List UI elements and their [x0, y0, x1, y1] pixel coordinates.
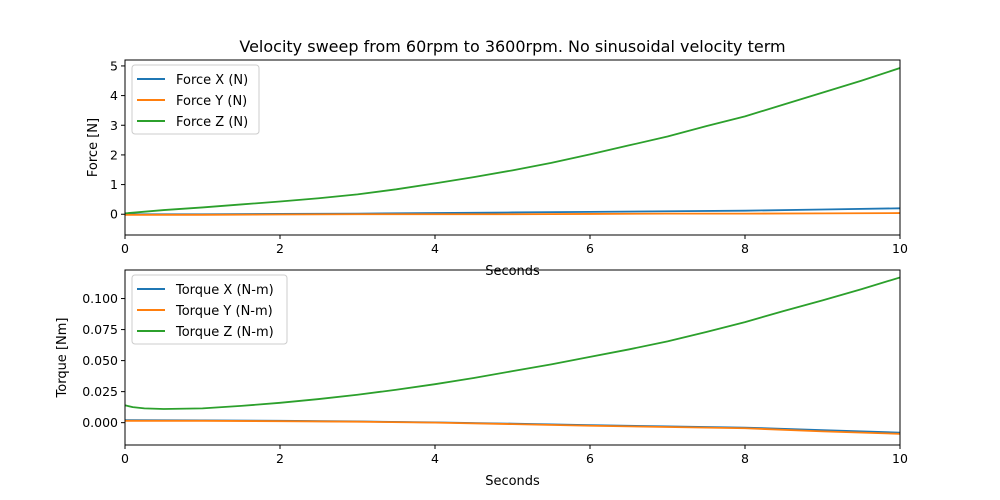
force-axes-frame	[124, 59, 901, 236]
torque-legend: Torque X (N-m) Torque Y (N-m) Torque Z (N-…	[131, 274, 288, 345]
torque-x-tick-label: 6	[586, 451, 594, 466]
force-legend-box	[131, 64, 260, 135]
force-subplot: 0 2 4 6 8 10 0 1 2 3 4 5 Seconds Force [N] Force X (N)…	[86, 58, 908, 279]
torque-y-tick-label: 0.050	[82, 353, 118, 368]
force-legend-label: Force Y (N)	[176, 94, 247, 109]
force-x-tick-label: 8	[741, 241, 749, 256]
torque-x-tick-label: 4	[431, 451, 439, 466]
torque-axes-frame	[124, 269, 901, 446]
torque-legend-label: Torque Z (N-m)	[175, 325, 274, 340]
torque-y-tick-label: 0.025	[82, 384, 118, 399]
torque-legend-box	[131, 274, 288, 345]
torque-y-axis-label: Torque [Nm]	[55, 318, 70, 399]
torque-x-tick-label: 0	[121, 451, 129, 466]
force-series-line-2	[125, 67, 900, 215]
force-y-tick-label: 5	[110, 58, 118, 73]
force-legend-label: Force X (N)	[176, 73, 248, 88]
force-y-tick-label: 4	[110, 88, 118, 103]
torque-series-line-1	[125, 419, 900, 435]
force-y-tick-label: 0	[110, 207, 118, 222]
force-x-tick-label: 4	[431, 241, 439, 256]
force-x-tick-label: 10	[892, 241, 908, 256]
force-y-tick-label: 2	[110, 147, 118, 162]
force-y-axis-label: Force [N]	[86, 118, 101, 177]
figure-title: Velocity sweep from 60rpm to 3600rpm. No…	[239, 37, 785, 56]
torque-x-tick-label: 8	[741, 451, 749, 466]
force-x-axis-label: Seconds	[485, 264, 540, 279]
torque-subplot: 0 2 4 6 8 10 0.000 0.025 0.050 0.075 0.100 Seconds T…	[55, 269, 908, 489]
force-x-tick-label: 6	[586, 241, 594, 256]
torque-legend-label: Torque X (N-m)	[175, 283, 274, 298]
force-legend-label: Force Z (N)	[176, 115, 248, 130]
torque-series-line-2	[125, 276, 900, 410]
torque-legend-label: Torque Y (N-m)	[175, 304, 273, 319]
torque-x-tick-label: 10	[892, 451, 908, 466]
torque-y-tick-label: 0.000	[82, 415, 118, 430]
force-x-tick-label: 2	[276, 241, 284, 256]
force-series-line-1	[125, 212, 900, 216]
force-legend: Force X (N) Force Y (N) Force Z (N)	[131, 64, 260, 135]
torque-x-tick-label: 2	[276, 451, 284, 466]
torque-y-tick-label: 0.100	[82, 291, 118, 306]
force-x-tick-label: 0	[121, 241, 129, 256]
torque-series-group	[125, 276, 900, 435]
force-series-group	[125, 67, 900, 216]
force-y-tick-label: 3	[110, 118, 118, 133]
torque-y-tick-label: 0.075	[82, 322, 118, 337]
torque-x-axis-label: Seconds	[485, 474, 540, 489]
force-y-tick-label: 1	[110, 177, 118, 192]
